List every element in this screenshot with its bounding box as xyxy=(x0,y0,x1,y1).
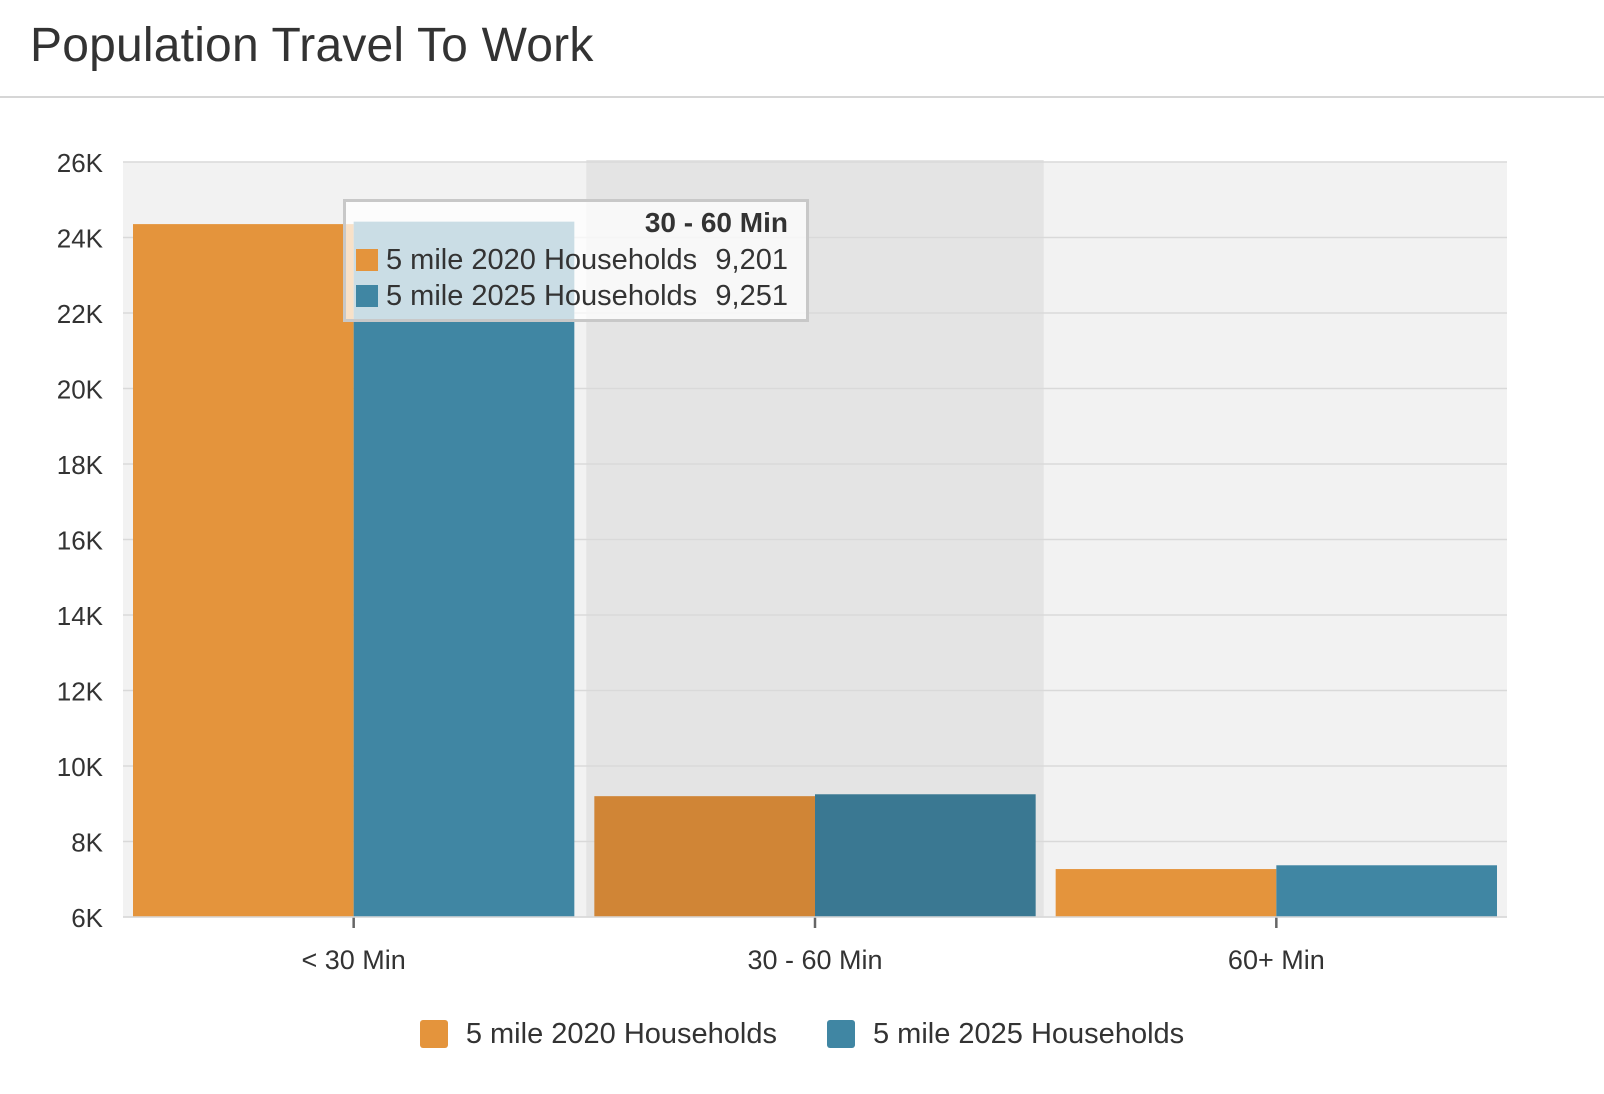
y-tick-label: 12K xyxy=(57,677,104,707)
tooltip-label-2025: 5 mile 2025 Households xyxy=(386,279,698,312)
bar-2025 xyxy=(353,221,575,917)
tooltip-swatch-2020 xyxy=(356,249,378,271)
y-tick-label: 26K xyxy=(57,148,104,178)
y-tick-label: 8K xyxy=(71,828,103,858)
tooltip-value-2025: 9,251 xyxy=(715,279,788,312)
bar-2020 xyxy=(133,224,354,917)
tooltip-row-2025: 5 mile 2025 Households 9,251 xyxy=(356,279,788,313)
chart-tooltip: 30 - 60 Min 5 mile 2020 Households 9,201… xyxy=(343,199,809,322)
y-tick-label: 18K xyxy=(57,450,104,480)
y-tick-label: 24K xyxy=(57,224,104,254)
tooltip-swatch-2025 xyxy=(356,285,378,307)
chart-header: Population Travel To Work xyxy=(0,0,1604,98)
legend-label-2025: 5 mile 2025 Households xyxy=(873,1017,1185,1050)
bar-2025 xyxy=(815,794,1036,917)
chart-legend: 5 mile 2020 Households 5 mile 2025 House… xyxy=(0,1012,1604,1056)
legend-item-2025[interactable]: 5 mile 2025 Households xyxy=(827,1018,1184,1051)
tooltip-row-2020: 5 mile 2020 Households 9,201 xyxy=(356,243,788,277)
chart-title: Population Travel To Work xyxy=(30,19,594,72)
tooltip-header: 30 - 60 Min xyxy=(644,207,788,238)
bar-2025 xyxy=(1276,865,1497,917)
tooltip-value-2020: 9,201 xyxy=(715,243,788,276)
y-tick-label: 16K xyxy=(57,526,104,556)
x-tick-label: 60+ Min xyxy=(1228,945,1325,975)
y-tick-label: 14K xyxy=(57,601,104,631)
legend-label-2020: 5 mile 2020 Households xyxy=(465,1017,777,1050)
x-tick-label: 30 - 60 Min xyxy=(747,945,882,975)
bar-2020 xyxy=(594,796,815,917)
bar-2020 xyxy=(1055,869,1277,917)
y-tick-label: 20K xyxy=(57,375,104,405)
legend-item-2020[interactable]: 5 mile 2020 Households xyxy=(419,1017,777,1051)
legend-swatch-2025 xyxy=(827,1020,855,1048)
tooltip-label-2020: 5 mile 2020 Households xyxy=(386,243,698,276)
legend-swatch-2020 xyxy=(419,1020,448,1048)
y-tick-label: 10K xyxy=(57,752,104,782)
y-tick-label: 6K xyxy=(71,903,103,933)
y-tick-label: 22K xyxy=(57,299,104,329)
x-tick-label: < 30 Min xyxy=(302,945,406,975)
